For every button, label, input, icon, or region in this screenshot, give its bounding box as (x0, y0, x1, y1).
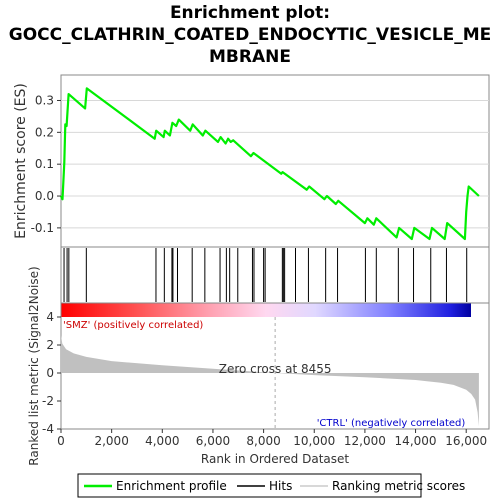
ranking-metric-area (61, 335, 479, 427)
ranking-y-ticks: -4 -2 0 2 4 (42, 310, 61, 436)
x-tick-label: 6,000 (196, 434, 230, 448)
title-line-2: GOCC_CLATHRIN_COATED_ENDOCYTIC_VESICLE_M… (8, 25, 492, 45)
ranking-y-axis-label: Ranked list metric (Signal2Noise) (27, 266, 41, 465)
x-tick-label: 10,000 (293, 434, 335, 448)
x-tick-label: 12,000 (344, 434, 386, 448)
legend-metric-label: Ranking metric scores (332, 479, 465, 493)
es-panel-frame (60, 74, 490, 248)
ranking-y-tick-label: -2 (42, 394, 54, 408)
x-tick-label: 0 (57, 434, 65, 448)
x-tick-label: 2,000 (94, 434, 128, 448)
negative-phenotype-label: 'CTRL' (negatively correlated) (317, 418, 466, 429)
hit-marks (63, 248, 468, 302)
ranking-color-bar (61, 303, 471, 317)
zero-cross-label: Zero cross at 8455 (219, 362, 332, 376)
x-tick-label: 16,000 (445, 434, 487, 448)
legend-profile-label: Enrichment profile (116, 479, 227, 493)
ranking-y-tick-label: 4 (46, 310, 54, 324)
ranking-y-tick-label: 2 (46, 338, 54, 352)
plot-title: Enrichment plot: GOCC_CLATHRIN_COATED_EN… (0, 2, 500, 68)
ranking-y-tick-label: 0 (46, 366, 54, 380)
enrichment-profile-line (60, 87, 480, 241)
es-y-tick-label: 0.0 (35, 189, 54, 203)
legend-hits-label: Hits (269, 479, 292, 493)
ranking-y-tick-label: -4 (42, 422, 54, 436)
title-line-3: MBRANE (209, 47, 291, 67)
es-y-tick-label: 0.1 (35, 157, 54, 171)
positive-phenotype-label: 'SMZ' (positively correlated) (63, 320, 203, 331)
es-y-tick-label: 0.2 (35, 125, 54, 139)
x-tick-label: 4,000 (145, 434, 179, 448)
es-y-axis-label: Enrichment score (ES) (13, 83, 29, 239)
x-tick-label: 14,000 (395, 434, 437, 448)
es-y-tick-label: 0.3 (35, 93, 54, 107)
title-line-1: Enrichment plot: (169, 3, 331, 23)
es-gridlines (61, 99, 489, 229)
x-axis-label: Rank in Ordered Dataset (201, 452, 349, 466)
ranking-x-ticks: 0 2,000 4,000 6,000 8,000 10,000 12,000 14,000 1… (57, 429, 487, 448)
x-tick-label: 8,000 (246, 434, 280, 448)
hits-panel-frame (60, 246, 490, 304)
es-y-tick-label: -0.1 (31, 221, 54, 235)
es-y-ticks: -0.1 0.0 0.1 0.2 0.3 (31, 93, 61, 235)
